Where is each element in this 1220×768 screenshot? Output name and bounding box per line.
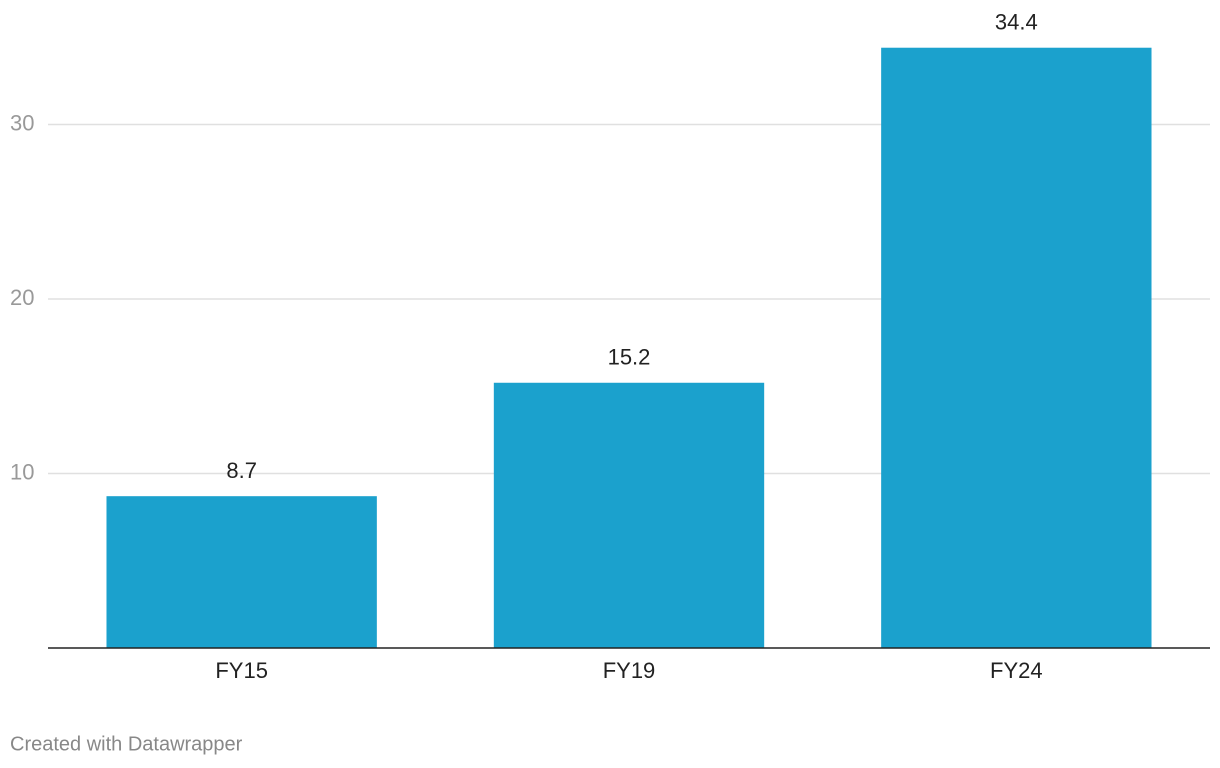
y-tick-label: 10 xyxy=(10,459,34,484)
x-tick-label: FY15 xyxy=(215,658,268,683)
y-tick-label: 20 xyxy=(10,285,34,310)
bar xyxy=(106,496,377,648)
bar xyxy=(493,382,765,648)
value-label: 8.7 xyxy=(226,458,257,483)
y-tick-label: 30 xyxy=(10,110,34,135)
value-label: 15.2 xyxy=(608,345,651,370)
credit: Created with Datawrapper xyxy=(10,733,243,755)
x-tick-label: FY24 xyxy=(990,658,1043,683)
bar xyxy=(881,47,1152,649)
x-tick-label: FY19 xyxy=(603,658,656,683)
value-label: 34.4 xyxy=(995,10,1038,35)
